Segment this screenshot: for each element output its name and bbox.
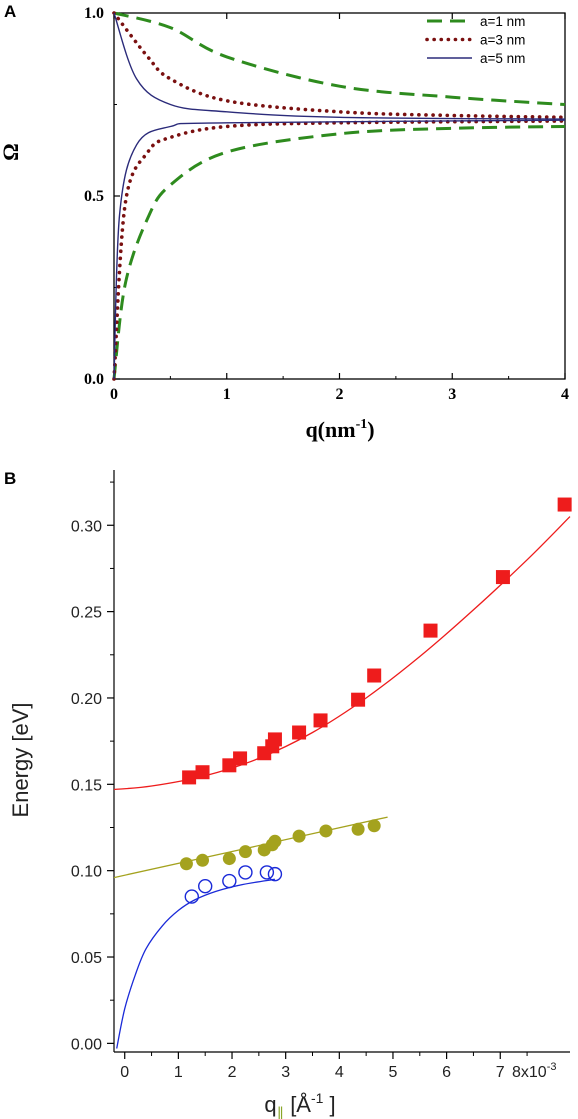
data-point-square <box>292 725 307 740</box>
chart-a-xlabel: q(nm-1) <box>305 417 374 442</box>
data-point-filled-circle <box>196 853 210 867</box>
data-point-square <box>233 751 248 766</box>
chart-a-curves <box>112 11 567 381</box>
chart-a-curve-3nm-upper <box>112 11 567 120</box>
chart-b-ticks: 0 1 2 3 4 5 6 7 0.00 0.05 0.10 0.15 0.20 0.25 0.30 <box>71 481 528 1081</box>
chart-b-x-tick-label: 0 <box>120 1064 129 1081</box>
chart-b-x-multiplier: 8x10-3 <box>512 1061 556 1081</box>
chart-a-legend: a=1 nm a=3 nm a=5 nm <box>425 14 525 66</box>
data-point-open-circle <box>259 865 275 880</box>
chart-b-x-tick-label: 5 <box>389 1064 398 1081</box>
chart-b-markers <box>179 497 572 904</box>
fit-line-circle-filled <box>113 816 388 879</box>
data-point-filled-circle <box>292 829 306 843</box>
legend-label-5nm: a=5 nm <box>480 51 525 66</box>
data-point-square <box>423 623 438 638</box>
data-point-filled-circle <box>238 845 252 859</box>
chart-b-xlabel: q∥ [Å-1 ] <box>264 1090 335 1119</box>
data-point-square <box>222 758 237 773</box>
chart-b-y-tick-label: 0.00 <box>71 1036 102 1053</box>
chart-b-ylabel: Energy [eV] <box>8 703 33 818</box>
chart-a-x-tick-label: 2 <box>336 386 344 403</box>
chart-a-x-tick-label: 4 <box>561 386 569 403</box>
legend-label-3nm: a=3 nm <box>480 33 525 48</box>
chart-a-curve-5nm-upper <box>113 12 566 120</box>
data-point-filled-circle <box>268 834 282 848</box>
chart-a-x-tick-label: 1 <box>223 386 231 403</box>
chart-b-y-tick-label: 0.25 <box>71 605 102 622</box>
data-point-filled-circle <box>179 857 193 871</box>
data-point-open-circle <box>238 865 253 880</box>
chart-b-y-tick-label: 0.05 <box>71 950 102 967</box>
chart-a-y-tick-label: 1.0 <box>84 5 104 22</box>
data-point-square <box>495 570 510 585</box>
data-point-open-circle <box>197 879 213 894</box>
chart-b-y-tick-label: 0.30 <box>71 518 102 535</box>
panel-b-label: B <box>4 469 16 488</box>
legend-label-1nm: a=1 nm <box>480 14 525 29</box>
chart-b-y-tick-label: 0.15 <box>71 777 102 794</box>
chart-b-y-tick-label: 0.20 <box>71 691 102 708</box>
fit-line-square <box>113 516 571 791</box>
data-point-square <box>557 497 572 512</box>
data-point-square <box>367 668 382 683</box>
chart-b-x-tick-label: 6 <box>442 1064 451 1081</box>
chart-b-x-tick-label: 3 <box>281 1064 290 1081</box>
data-point-square <box>182 770 197 785</box>
data-point-square <box>351 692 366 707</box>
chart-b: 0 1 2 3 4 5 6 7 0.00 0.05 0.10 0.15 0.20 0.25 0.30 8x1… <box>8 470 572 1119</box>
chart-b-x-tick-label: 2 <box>228 1064 237 1081</box>
data-point-open-circle <box>267 866 283 882</box>
data-point-open-circle <box>222 873 237 889</box>
chart-b-x-tick-label: 7 <box>496 1064 505 1081</box>
chart-a-curve-1nm-upper <box>113 11 566 106</box>
chart-a-curve-1nm-lower <box>112 125 566 380</box>
chart-a-ticks: 0 1 2 3 4 0.0 0.5 1.0 <box>84 5 569 403</box>
data-point-filled-circle <box>351 822 365 836</box>
data-point-square <box>195 765 210 780</box>
chart-a-x-tick-label: 3 <box>448 386 456 403</box>
chart-a: 0 1 2 3 4 0.0 0.5 1.0 a=1 nm a=3 nm a=5 nm q(nm-1… <box>0 5 569 442</box>
panel-a-label: A <box>4 2 16 21</box>
data-point-square <box>267 732 282 747</box>
chart-b-y-tick-label: 0.10 <box>71 864 102 881</box>
chart-b-x-tick-label: 1 <box>174 1064 183 1081</box>
fit-line-circle-open <box>116 878 276 1049</box>
chart-a-x-tick-label: 0 <box>110 386 118 403</box>
chart-b-x-tick-label: 4 <box>335 1064 344 1081</box>
data-point-open-circle <box>184 889 199 904</box>
chart-a-y-tick-label: 0.5 <box>84 188 104 205</box>
chart-a-curve-3nm-lower <box>112 119 567 381</box>
data-point-filled-circle <box>319 824 333 838</box>
chart-a-curve-5nm-lower <box>113 119 566 380</box>
chart-a-y-tick-label: 0.0 <box>84 371 104 388</box>
data-point-filled-circle <box>222 852 236 866</box>
chart-a-ylabel: Ω <box>0 143 23 161</box>
data-point-filled-circle <box>367 819 381 833</box>
data-point-square <box>313 713 328 728</box>
chart-a-frame <box>113 12 566 380</box>
